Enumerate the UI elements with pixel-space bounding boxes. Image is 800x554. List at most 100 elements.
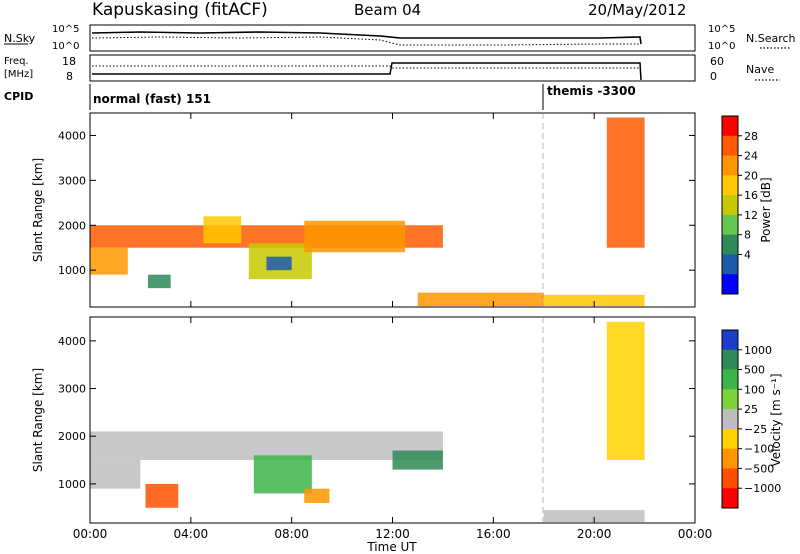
velocity-echo-region	[145, 483, 179, 508]
power-colorbar-tick-label: 8	[744, 229, 751, 242]
x-axis-label: Time UT	[366, 540, 417, 554]
velocity-ytick-label: 1000	[58, 478, 86, 491]
velocity-colorbar-label: Velocity [m s⁻¹]	[769, 373, 783, 466]
velocity-ytick-label: 4000	[58, 335, 86, 348]
freq-label-line1: Freq.	[4, 56, 29, 67]
power-ytick-label: 3000	[58, 174, 86, 187]
power-ylabel: Slant Range [km]	[31, 158, 45, 262]
velocity-ylabel: Slant Range [km]	[31, 368, 45, 472]
power-colorbar-segment	[722, 195, 738, 216]
velocity-colorbar-segment	[722, 488, 738, 509]
power-frame	[89, 112, 696, 308]
nsky-tick-top: 10^5	[52, 24, 79, 35]
velocity-colorbar-tick-label: −25	[744, 423, 767, 436]
velocity-colorbar-segment	[722, 369, 738, 390]
power-ytick-label: 1000	[58, 264, 86, 277]
power-echo-region	[147, 274, 171, 289]
velocity-echo-region	[606, 321, 645, 461]
velocity-data-layer	[90, 321, 645, 523]
power-echo-region	[266, 256, 292, 271]
date-label: 20/May/2012	[588, 1, 686, 19]
velocity-colorbar-segment	[722, 448, 738, 469]
velocity-colorbar-segment	[722, 389, 738, 410]
power-colorbar-segment	[722, 234, 738, 255]
power-panel: 1000 2000 3000 4000 Slant Range [km]	[31, 112, 696, 308]
nsky-trace	[91, 31, 642, 45]
time-x-axis: 00:00 04:00 08:00 12:00 16:00 20:00 00:00	[73, 113, 713, 541]
beam-label: Beam 04	[354, 1, 421, 19]
power-colorbar-segment	[722, 254, 738, 275]
velocity-y-axis: 1000 2000 3000 4000	[58, 335, 695, 491]
velocity-colorbar-tick-label: −1000	[744, 482, 781, 495]
velocity-panel: 1000 2000 3000 4000 00:00 04:00 08:00 12:00 16:…	[31, 113, 712, 554]
nsky-panel	[89, 24, 696, 52]
power-echo-region	[203, 216, 242, 244]
power-colorbar-tick-label: 24	[744, 150, 758, 163]
velocity-colorbar-frame	[721, 329, 739, 509]
power-colorbar-segment	[722, 135, 738, 157]
nsky-tick-bottom: 10^0	[52, 41, 79, 52]
power-colorbar-segment	[722, 155, 738, 176]
velocity-colorbar-segment	[722, 428, 738, 450]
power-colorbar-tick-label: 16	[744, 189, 758, 202]
xtick-label: 12:00	[375, 527, 410, 541]
power-echo-region	[543, 294, 645, 307]
power-y-axis: 1000 2000 3000 4000	[58, 129, 695, 277]
power-colorbar-segment	[722, 175, 738, 196]
power-echo-region	[606, 117, 645, 248]
velocity-echo-region	[90, 460, 141, 489]
xtick-label: 00:00	[678, 527, 713, 541]
power-colorbar-segment	[722, 274, 738, 295]
velocity-colorbar-segment	[722, 468, 738, 489]
station-title: Kapuskasing (fitACF)	[92, 0, 268, 20]
nsky-label: N.Sky	[4, 32, 36, 45]
xtick-label: 04:00	[174, 527, 209, 541]
velocity-colorbar: 1000 500 100 25 −25 −100 −500 −1000	[721, 329, 781, 509]
velocity-colorbar-segment	[722, 409, 738, 430]
velocity-colorbar-segment	[722, 330, 738, 351]
freq-tick-top: 18	[62, 55, 76, 68]
nsearch-label: N.Search	[746, 32, 796, 45]
freq-tick-bottom: 8	[66, 70, 73, 83]
freq-label-line2: [MHz]	[4, 69, 33, 80]
velocity-ytick-label: 2000	[58, 430, 86, 443]
power-ytick-label: 2000	[58, 219, 86, 232]
cpid-segment-2: themis -3300	[547, 84, 636, 98]
power-colorbar: 28 24 20 16 12 8 4	[721, 115, 758, 295]
velocity-colorbar-tick-label: 25	[744, 403, 758, 416]
nave-label: Nave	[746, 63, 774, 76]
power-echo-region	[304, 220, 406, 253]
power-data-layer	[90, 117, 645, 307]
nsearch-trace	[91, 36, 640, 46]
velocity-frame	[89, 316, 696, 524]
velocity-echo-region	[304, 488, 330, 503]
nave-tick-top: 60	[710, 55, 724, 68]
xtick-label: 16:00	[476, 527, 511, 541]
power-colorbar-segment	[722, 116, 738, 137]
velocity-colorbar-tick-label: 100	[744, 383, 765, 396]
power-colorbar-tick-label: 20	[744, 169, 758, 182]
nsearch-tick-bottom: 10^0	[708, 41, 735, 52]
xtick-label: 08:00	[274, 527, 309, 541]
velocity-echo-region	[253, 455, 312, 494]
velocity-colorbar-tick-label: −100	[744, 443, 774, 456]
freq-panel	[89, 54, 696, 82]
velocity-colorbar-tick-label: 1000	[744, 344, 772, 357]
power-colorbar-tick-label: 12	[744, 209, 758, 222]
cpid-label: CPID	[4, 90, 33, 103]
cpid-segment-1: normal (fast) 151	[93, 92, 211, 106]
power-colorbar-tick-label: 28	[744, 130, 758, 143]
power-echo-region	[90, 247, 128, 275]
nsearch-tick-top: 10^5	[708, 24, 735, 35]
power-colorbar-label: Power [dB]	[759, 177, 773, 242]
power-colorbar-tick-label: 4	[744, 248, 751, 261]
freq-trace	[92, 62, 642, 81]
nave-tick-bottom: 0	[710, 70, 717, 83]
power-colorbar-frame	[721, 115, 739, 295]
power-ytick-label: 4000	[58, 129, 86, 142]
nave-trace	[92, 65, 640, 69]
velocity-colorbar-tick-label: 500	[744, 364, 765, 377]
velocity-colorbar-segment	[722, 349, 738, 371]
xtick-label: 00:00	[73, 527, 108, 541]
velocity-echo-region	[543, 510, 645, 523]
